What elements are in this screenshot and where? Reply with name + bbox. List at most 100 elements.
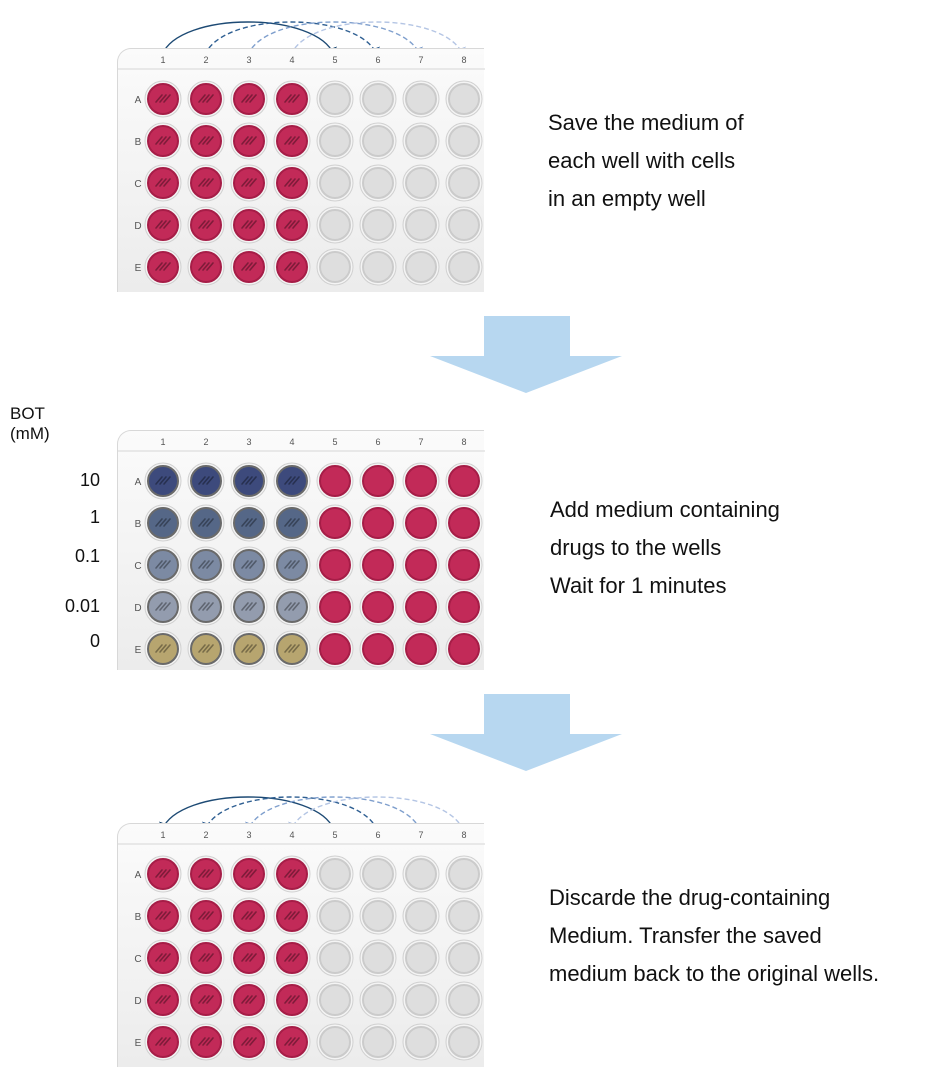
well-plate-step-2: 1 2 3 4 5 6 7 8 A B C D E — [117, 430, 485, 670]
plate-1-wells: 1 2 3 4 5 6 7 8 A B C D E — [118, 55, 485, 286]
well — [273, 164, 311, 202]
well — [359, 1023, 397, 1061]
row-label: E — [135, 1038, 142, 1049]
column-label: 8 — [461, 437, 466, 447]
well — [144, 80, 182, 118]
transfer-arc — [204, 21, 380, 58]
transfer-arc — [159, 796, 335, 833]
well — [445, 462, 483, 500]
well — [230, 855, 268, 893]
well — [187, 504, 225, 542]
well — [402, 248, 440, 286]
well — [187, 939, 225, 977]
well — [402, 546, 440, 584]
transfer-arc — [161, 21, 337, 58]
column-label: 5 — [332, 55, 337, 65]
step-2-line-2: drugs to the wells — [550, 535, 722, 560]
well — [359, 981, 397, 1019]
well — [230, 164, 268, 202]
step-3-description: Discarde the drug-containing Medium. Tra… — [549, 879, 879, 993]
well — [316, 855, 354, 893]
column-label: 3 — [246, 437, 251, 447]
well — [402, 462, 440, 500]
row-label: C — [134, 561, 141, 572]
row-label: A — [135, 477, 142, 488]
well — [273, 897, 311, 935]
well — [445, 80, 483, 118]
well — [359, 206, 397, 244]
well — [359, 504, 397, 542]
well — [359, 80, 397, 118]
well — [273, 939, 311, 977]
well — [402, 855, 440, 893]
well — [359, 939, 397, 977]
well — [445, 981, 483, 1019]
well — [144, 897, 182, 935]
well — [316, 939, 354, 977]
well — [445, 939, 483, 977]
well — [187, 462, 225, 500]
well — [402, 80, 440, 118]
column-label: 1 — [160, 55, 165, 65]
concentration-label: 0.01 — [64, 596, 100, 616]
plate-2-wells: 1 2 3 4 5 6 7 8 A B C D E — [118, 437, 485, 668]
well — [402, 1023, 440, 1061]
column-label: 1 — [160, 437, 165, 447]
well — [359, 546, 397, 584]
well — [230, 80, 268, 118]
row-label: E — [135, 263, 142, 274]
well — [144, 981, 182, 1019]
down-arrow-icon — [430, 694, 622, 771]
well — [273, 462, 311, 500]
well — [187, 981, 225, 1019]
well — [187, 897, 225, 935]
well — [230, 588, 268, 626]
well — [144, 122, 182, 160]
row-label: E — [135, 645, 142, 656]
well — [445, 1023, 483, 1061]
well — [187, 546, 225, 584]
well — [273, 546, 311, 584]
well — [402, 588, 440, 626]
well — [359, 164, 397, 202]
column-label: 8 — [461, 55, 466, 65]
column-label: 3 — [246, 830, 251, 840]
well — [230, 897, 268, 935]
down-arrow-icon — [430, 316, 622, 393]
column-label: 7 — [418, 830, 423, 840]
well — [316, 1023, 354, 1061]
step-2-line-1: Add medium containing — [550, 497, 780, 522]
well — [230, 248, 268, 286]
well — [402, 897, 440, 935]
well — [445, 164, 483, 202]
step-3-line-3: medium back to the original wells. — [549, 961, 880, 986]
well — [144, 462, 182, 500]
well — [316, 981, 354, 1019]
transfer-arc — [290, 21, 466, 58]
well-plate-step-1: 1 2 3 4 5 6 7 8 A B C D E — [117, 48, 485, 292]
step-1-line-1: Save the medium of — [548, 110, 744, 135]
well — [144, 588, 182, 626]
well — [273, 504, 311, 542]
step-1-description: Save the medium of each well with cells … — [548, 104, 744, 218]
well — [187, 855, 225, 893]
well — [359, 248, 397, 286]
well — [273, 122, 311, 160]
well — [359, 630, 397, 668]
well — [316, 588, 354, 626]
well — [359, 855, 397, 893]
well — [359, 588, 397, 626]
row-label: D — [134, 996, 141, 1007]
column-label: 1 — [160, 830, 165, 840]
well — [230, 630, 268, 668]
well — [273, 630, 311, 668]
well — [187, 1023, 225, 1061]
well — [187, 122, 225, 160]
concentration-title: BOT (mM) — [10, 404, 50, 443]
concentration-label: 0 — [89, 631, 100, 651]
column-label: 3 — [246, 55, 251, 65]
well — [273, 80, 311, 118]
column-label: 6 — [375, 830, 380, 840]
step-1-line-2: each well with cells — [548, 148, 736, 173]
well — [144, 855, 182, 893]
